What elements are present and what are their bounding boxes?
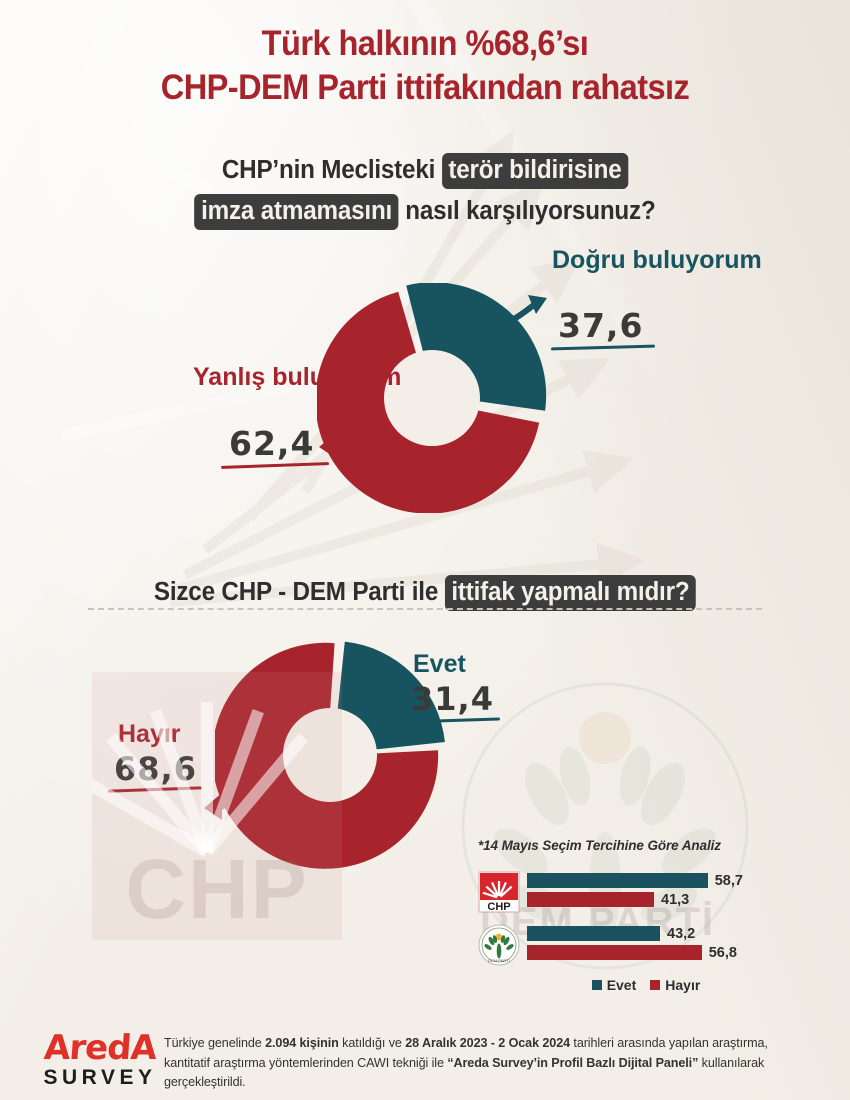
donut1-value-dogru-underline	[550, 344, 656, 351]
donut1-value-dogru: 37,6	[558, 306, 644, 346]
bar-chp-hayir: 41,3	[527, 891, 778, 908]
bar-chp-hayir-value: 41,3	[661, 891, 690, 908]
methodology-note-run: 28 Aralık 2023 - 2 Ocak 2024	[405, 1036, 571, 1050]
section-divider	[88, 608, 762, 610]
dem-party-logo-icon: DEM PARTİ	[478, 924, 520, 966]
bar-chart-title: *14 Mayıs Seçim Tercihine Göre Analiz	[478, 838, 721, 853]
svg-text:CHP: CHP	[487, 901, 510, 913]
bar-dem-evet-value: 43,2	[667, 925, 696, 942]
donut-chart-ittifak	[215, 641, 445, 869]
donut1-value-yanlis: 62,4	[229, 424, 315, 464]
chart-section-1: Doğru buluyorum 37,6 Yanlış buluyorum 62…	[0, 238, 850, 528]
question-1: CHP’nin Meclisteki terör bildirisine imz…	[0, 150, 850, 233]
question-1-highlight-1: terör bildirisine	[441, 152, 629, 189]
donut-chart-terror-bildirisi	[317, 283, 547, 514]
methodology-note-run: tarihleri arasında yapılan araştırma, ka…	[164, 1036, 768, 1070]
bar-chart-row-chp: CHP 58,7 41,3	[478, 871, 778, 913]
chp-party-logo-icon: CHP	[478, 871, 520, 913]
methodology-note-run: katıldığı ve	[338, 1036, 406, 1050]
arrow-to-evet-icon	[356, 665, 409, 694]
legend-item-evet: Evet	[591, 977, 637, 993]
question-1-suffix: nasıl karşılıyorsunuz?	[398, 196, 656, 225]
donut2-label-evet: Evet	[413, 650, 466, 678]
bar-chart-chp-bars: 58,7 41,3	[527, 873, 778, 911]
donut1-label-dogru: Doğru buluyorum	[552, 246, 762, 274]
donut2-value-evet: 31,4	[411, 680, 494, 719]
legend-swatch-evet	[591, 980, 602, 990]
legend-label-hayir: Hayır	[665, 977, 701, 993]
bar-chart-secim-tercihi: *14 Mayıs Seçim Tercihine Göre Analiz	[478, 838, 778, 993]
chp-logo-watermark: CHP	[92, 672, 342, 940]
donut1-label-dogru-text: Doğru buluyorum	[552, 246, 762, 275]
donut2-label-evet-text: Evet	[413, 650, 466, 679]
bar-dem-evet: 43,2	[527, 925, 778, 942]
legend-label-evet: Evet	[606, 977, 637, 993]
question-2-prefix: Sizce CHP - DEM Parti ile	[153, 578, 445, 607]
logo-sub-text: SURVEY	[43, 1066, 157, 1090]
dem-logo-watermark	[461, 682, 749, 970]
question-1-line-1: CHP’nin Meclisteki terör bildirisine	[21, 150, 829, 191]
headline-line-2: CHP-DEM Parti ittifakından rahatsız	[160, 67, 690, 107]
methodology-note-run: 2.094 kişinin	[265, 1036, 339, 1050]
donut2-hole	[283, 708, 377, 803]
arrow-to-yanlis-icon	[319, 431, 372, 460]
methodology-note-run: Türkiye genelinde	[164, 1036, 266, 1050]
logo-brand-text: AredA	[42, 1028, 158, 1068]
methodology-note-run: kullanılarak gerçekleştirildi.	[164, 1055, 765, 1090]
methodology-note-run: “Areda Survey’in Profil Bazlı Dijital Pa…	[447, 1055, 699, 1070]
headline-line-1: Türk halkının %68,6’sı	[261, 24, 589, 63]
page-title: Türk halkının %68,6’sı CHP-DEM Parti itt…	[30, 0, 821, 110]
donut-hole	[384, 350, 480, 447]
svg-text:DEM PARTİ: DEM PARTİ	[488, 958, 509, 963]
donut1-label-yanlis: Yanlış buluyorum	[193, 363, 401, 391]
question-2: Sizce CHP - DEM Parti ile ittifak yapmal…	[21, 572, 829, 613]
legend-item-hayir: Hayır	[650, 977, 700, 993]
question-2-highlight: ittifak yapmalı mıdır?	[444, 575, 697, 612]
bar-dem-hayir-value: 56,8	[708, 944, 737, 961]
question-1-line-2: imza atmamasını nasıl karşılıyorsunuz?	[21, 191, 829, 232]
bar-dem-hayir: 56,8	[527, 944, 778, 961]
bar-chart-legend: Evet Hayır	[478, 977, 778, 993]
donut1-value-yanlis-underline	[220, 462, 330, 469]
bar-chart-row-dem: DEM PARTİ 43,2 56,8	[478, 924, 778, 966]
legend-swatch-hayir	[650, 980, 661, 990]
methodology-note: Türkiye genelinde 2.094 kişinin katıldığ…	[164, 1028, 814, 1093]
chp-watermark-text: CHP	[125, 842, 309, 936]
question-1-highlight-2: imza atmamasını	[194, 193, 399, 230]
footer: AredA SURVEY Türkiye genelinde 2.094 kiş…	[0, 1028, 850, 1093]
bar-chart-dem-bars: 43,2 56,8	[527, 926, 778, 964]
donut1-label-yanlis-text: Yanlış buluyorum	[193, 363, 402, 392]
areda-survey-logo: AredA SURVEY	[36, 1028, 164, 1090]
question-1-prefix: CHP’nin Meclisteki	[221, 155, 442, 184]
arrow-to-dogru-icon	[487, 295, 547, 330]
bar-chp-evet: 58,7	[527, 872, 778, 889]
bar-chp-evet-value: 58,7	[714, 872, 743, 889]
